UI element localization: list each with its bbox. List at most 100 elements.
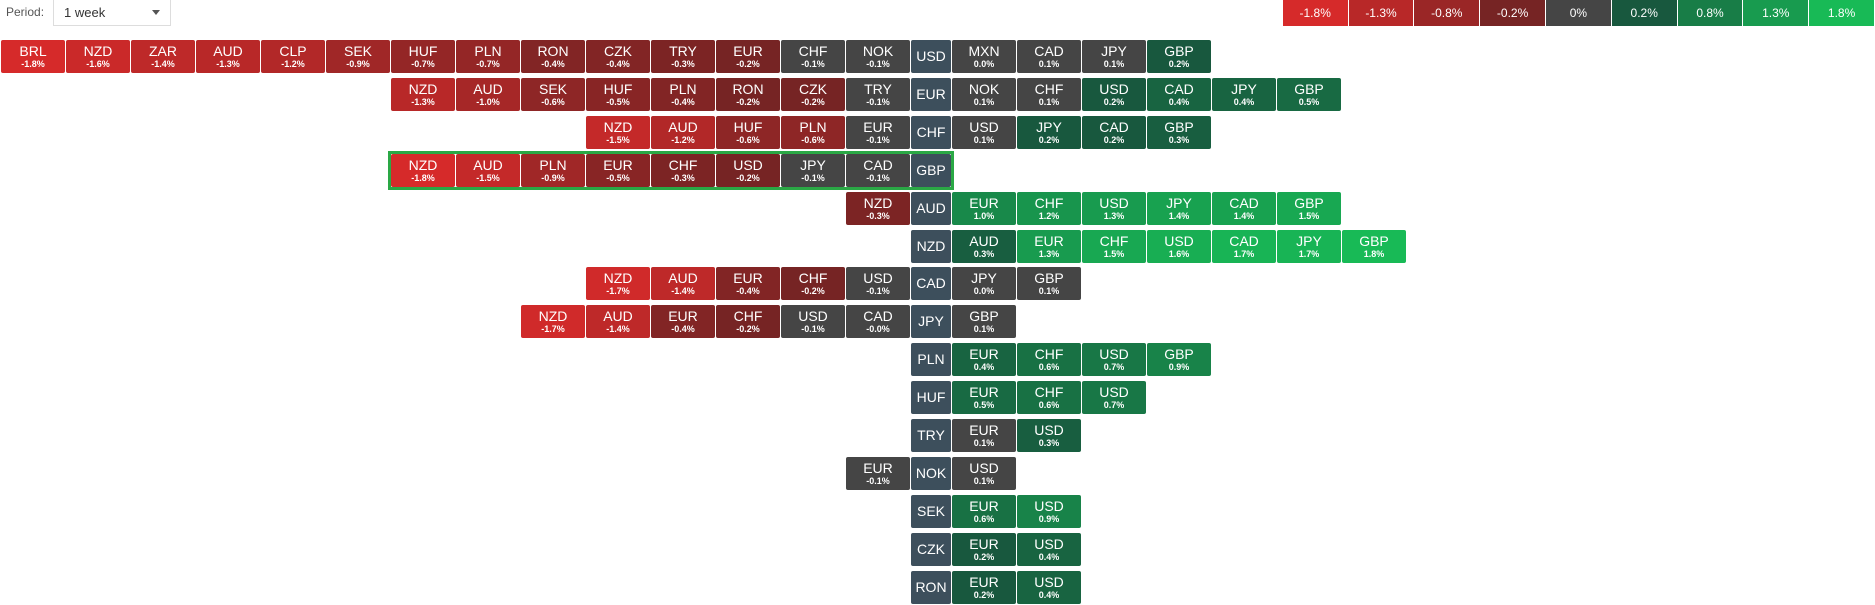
pair-cell[interactable]: CHF 0.6% <box>1017 343 1081 377</box>
pair-cell[interactable]: HUF -0.5% <box>586 77 650 111</box>
currency-code: NZD <box>863 194 893 211</box>
pair-cell[interactable]: AUD -1.5% <box>456 153 520 187</box>
pair-cell[interactable]: GBP 1.8% <box>1342 229 1406 263</box>
pair-cell[interactable]: JPY 0.4% <box>1212 77 1276 111</box>
pair-cell[interactable]: EUR 1.3% <box>1017 229 1081 263</box>
pair-cell[interactable]: USD 1.6% <box>1147 229 1211 263</box>
pair-cell[interactable]: EUR -0.5% <box>586 153 650 187</box>
pair-cell[interactable]: GBP 0.2% <box>1147 40 1211 73</box>
change-value: -1.7% <box>541 324 565 335</box>
pair-cell[interactable]: AUD -1.3% <box>196 40 260 73</box>
pair-cell[interactable]: USD 0.4% <box>1017 532 1081 566</box>
pair-cell[interactable]: JPY 1.4% <box>1147 191 1211 225</box>
pair-cell[interactable]: PLN -0.7% <box>456 40 520 73</box>
pair-cell[interactable]: AUD -1.4% <box>586 305 650 339</box>
pair-cell[interactable]: CAD 1.4% <box>1212 191 1276 225</box>
pair-cell[interactable]: PLN -0.4% <box>651 77 715 111</box>
change-value: -0.3% <box>671 172 695 183</box>
pair-cell[interactable]: USD -0.1% <box>846 267 910 301</box>
pair-cell[interactable]: SEK -0.9% <box>326 40 390 73</box>
pair-cell[interactable]: CLP -1.2% <box>261 40 325 73</box>
pair-cell[interactable]: GBP 0.1% <box>952 305 1016 339</box>
pair-cell[interactable]: CHF -0.3% <box>651 153 715 187</box>
pair-cell[interactable]: CHF 1.2% <box>1017 191 1081 225</box>
pair-cell[interactable]: CAD 0.2% <box>1082 115 1146 149</box>
pair-cell[interactable]: EUR 0.5% <box>952 381 1016 415</box>
pair-cell[interactable]: CZK -0.2% <box>781 77 845 111</box>
pair-cell[interactable]: AUD -1.0% <box>456 77 520 111</box>
pair-cell[interactable]: PLN -0.6% <box>781 115 845 149</box>
pair-cell[interactable]: GBP 0.1% <box>1017 267 1081 301</box>
pair-cell[interactable]: CHF -0.2% <box>781 267 845 301</box>
pair-cell[interactable]: USD 0.9% <box>1017 494 1081 528</box>
pair-cell[interactable]: NZD -1.6% <box>66 40 130 73</box>
pair-cell[interactable]: CZK -0.4% <box>586 40 650 73</box>
pair-cell[interactable]: JPY 0.1% <box>1082 40 1146 73</box>
pair-cell[interactable]: JPY 1.7% <box>1277 229 1341 263</box>
pair-cell[interactable]: USD 0.1% <box>952 456 1016 490</box>
pair-cell[interactable]: USD 0.3% <box>1017 419 1081 452</box>
pair-cell[interactable]: RON -0.4% <box>521 40 585 73</box>
pair-cell[interactable]: USD 0.1% <box>952 115 1016 149</box>
pair-cell[interactable]: TRY -0.1% <box>846 77 910 111</box>
pair-cell[interactable]: SEK -0.6% <box>521 77 585 111</box>
pair-cell[interactable]: JPY -0.1% <box>781 153 845 187</box>
pair-cell[interactable]: EUR 1.0% <box>952 191 1016 225</box>
pair-cell[interactable]: EUR -0.2% <box>716 40 780 73</box>
change-value: 0.4% <box>1038 589 1060 600</box>
pair-cell[interactable]: CAD -0.1% <box>846 153 910 187</box>
pair-cell[interactable]: HUF -0.6% <box>716 115 780 149</box>
period-select[interactable]: 1 week <box>53 0 171 26</box>
pair-cell[interactable]: CAD 1.7% <box>1212 229 1276 263</box>
pair-cell[interactable]: USD 0.7% <box>1082 343 1146 377</box>
pair-cell[interactable]: USD 1.3% <box>1082 191 1146 225</box>
pair-cell[interactable]: NZD -1.7% <box>586 267 650 301</box>
pair-cell[interactable]: CHF -0.1% <box>781 40 845 73</box>
pair-cell[interactable]: CHF 0.6% <box>1017 381 1081 415</box>
pair-cell[interactable]: NZD -1.7% <box>521 305 585 339</box>
pair-cell[interactable]: USD 0.4% <box>1017 570 1081 604</box>
pair-cell[interactable]: NZD -1.5% <box>586 115 650 149</box>
pair-cell[interactable]: CAD -0.0% <box>846 305 910 339</box>
pair-cell[interactable]: MXN 0.0% <box>952 40 1016 73</box>
pair-cell[interactable]: AUD 0.3% <box>952 229 1016 263</box>
pair-cell[interactable]: CHF 1.5% <box>1082 229 1146 263</box>
pair-cell[interactable]: NOK -0.1% <box>846 40 910 73</box>
pair-cell[interactable]: EUR 0.4% <box>952 343 1016 377</box>
pair-cell[interactable]: CAD 0.4% <box>1147 77 1211 111</box>
pair-cell[interactable]: GBP 1.5% <box>1277 191 1341 225</box>
pair-cell[interactable]: ZAR -1.4% <box>131 40 195 73</box>
pair-cell[interactable]: RON -0.2% <box>716 77 780 111</box>
change-value: 0.4% <box>1038 551 1060 562</box>
pair-cell[interactable]: BRL -1.8% <box>1 40 65 73</box>
pair-cell[interactable]: HUF -0.7% <box>391 40 455 73</box>
pair-cell[interactable]: EUR -0.4% <box>651 305 715 339</box>
pair-cell[interactable]: EUR 0.1% <box>952 419 1016 452</box>
pair-cell[interactable]: EUR 0.2% <box>952 570 1016 604</box>
pair-cell[interactable]: AUD -1.2% <box>651 115 715 149</box>
pair-cell[interactable]: TRY -0.3% <box>651 40 715 73</box>
pair-cell[interactable]: USD 0.7% <box>1082 381 1146 415</box>
pair-cell[interactable]: EUR -0.4% <box>716 267 780 301</box>
pair-cell[interactable]: NZD -1.8% <box>391 153 455 187</box>
pair-cell[interactable]: NOK 0.1% <box>952 77 1016 111</box>
pair-cell[interactable]: EUR -0.1% <box>846 115 910 149</box>
pair-cell[interactable]: USD -0.2% <box>716 153 780 187</box>
pair-cell[interactable]: CAD 0.1% <box>1017 40 1081 73</box>
pair-cell[interactable]: USD 0.2% <box>1082 77 1146 111</box>
pair-cell[interactable]: EUR -0.1% <box>846 456 910 490</box>
pair-cell[interactable]: GBP 0.5% <box>1277 77 1341 111</box>
pair-cell[interactable]: AUD -1.4% <box>651 267 715 301</box>
pair-cell[interactable]: CHF -0.2% <box>716 305 780 339</box>
pair-cell[interactable]: EUR 0.2% <box>952 532 1016 566</box>
pair-cell[interactable]: NZD -1.3% <box>391 77 455 111</box>
pair-cell[interactable]: JPY 0.0% <box>952 267 1016 301</box>
pair-cell[interactable]: PLN -0.9% <box>521 153 585 187</box>
pair-cell[interactable]: EUR 0.6% <box>952 494 1016 528</box>
pair-cell[interactable]: CHF 0.1% <box>1017 77 1081 111</box>
pair-cell[interactable]: JPY 0.2% <box>1017 115 1081 149</box>
pair-cell[interactable]: GBP 0.3% <box>1147 115 1211 149</box>
pair-cell[interactable]: USD -0.1% <box>781 305 845 339</box>
pair-cell[interactable]: NZD -0.3% <box>846 191 910 225</box>
pair-cell[interactable]: GBP 0.9% <box>1147 343 1211 377</box>
